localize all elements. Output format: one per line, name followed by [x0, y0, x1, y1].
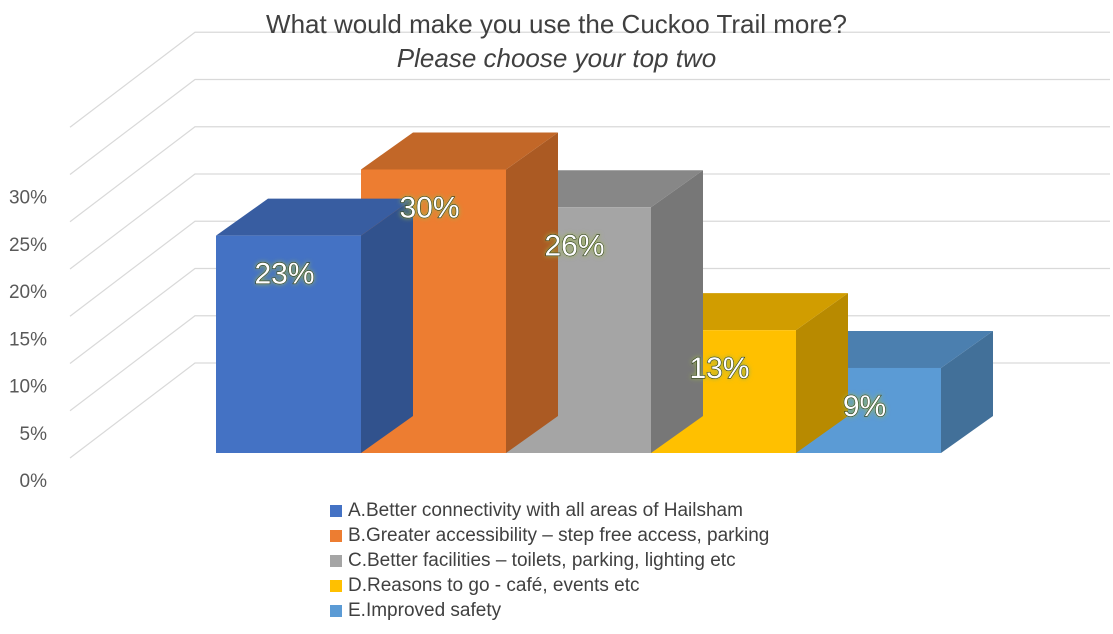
- data-label: 9%: [843, 390, 886, 423]
- legend-swatch: [330, 529, 342, 542]
- legend-label: B.Greater accessibility – step free acce…: [348, 524, 770, 546]
- legend-swatch: [330, 504, 342, 517]
- legend-swatch: [330, 579, 342, 592]
- bar-a: [216, 198, 413, 453]
- legend-label: C.Better facilities – toilets, parking, …: [348, 549, 736, 571]
- data-label: 26%: [544, 229, 604, 262]
- legend-item: C.Better facilities – toilets, parking, …: [330, 548, 769, 573]
- y-tick-label: 15%: [9, 329, 47, 350]
- legend-item: E.Improved safety: [330, 598, 769, 623]
- legend-item: D.Reasons to go - café, events etc: [330, 573, 769, 598]
- bar-top: [361, 132, 558, 170]
- bar-side: [941, 330, 993, 453]
- y-tick-label: 10%: [9, 377, 47, 398]
- data-label: 13%: [689, 352, 749, 385]
- data-label: 23%: [254, 258, 314, 291]
- y-tick-label: 25%: [9, 235, 47, 256]
- gridline: [69, 173, 1110, 270]
- legend-swatch: [330, 554, 342, 567]
- legend-label: E.Improved safety: [348, 599, 502, 621]
- legend-swatch: [330, 604, 342, 617]
- gridline: [69, 267, 1110, 364]
- gridline: [69, 78, 1110, 175]
- bars: [216, 132, 993, 454]
- y-tick-label: 5%: [20, 424, 48, 445]
- legend-label: D.Reasons to go - café, events etc: [348, 574, 640, 596]
- bar-top: [216, 198, 413, 236]
- y-axis-ticks: 0% 5% 10% 15% 20% 25% 30%: [9, 188, 47, 493]
- data-labels: 23% 30% 26% 13% 9%: [254, 191, 887, 424]
- legend-label: A.Better connectivity with all areas of …: [348, 499, 743, 521]
- bar-side: [361, 198, 413, 453]
- bar-side: [651, 170, 703, 454]
- legend: A.Better connectivity with all areas of …: [330, 498, 769, 623]
- legend-item: A.Better connectivity with all areas of …: [330, 498, 769, 523]
- gridlines: [69, 31, 1110, 459]
- y-tick-label: 0%: [20, 471, 48, 492]
- chart-title: What would make you use the Cuckoo Trail…: [266, 9, 847, 39]
- gridline: [69, 31, 1110, 128]
- data-label: 30%: [399, 192, 459, 225]
- chart-subtitle: Please choose your top two: [396, 43, 717, 73]
- y-tick-label: 20%: [9, 282, 47, 303]
- bar-front: [216, 235, 361, 453]
- gridline: [69, 126, 1110, 223]
- y-tick-label: 30%: [9, 188, 47, 209]
- legend-item: B.Greater accessibility – step free acce…: [330, 523, 769, 548]
- gridline: [69, 220, 1110, 317]
- bar-side: [506, 132, 558, 453]
- bar-side: [796, 293, 848, 453]
